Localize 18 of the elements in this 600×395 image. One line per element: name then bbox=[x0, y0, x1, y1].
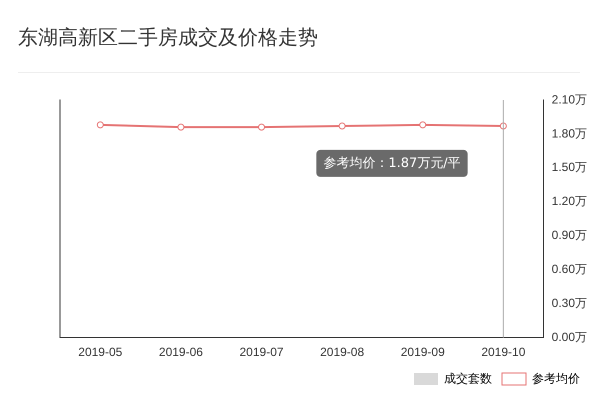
x-tick-label: 2019-10 bbox=[481, 345, 526, 360]
x-tick-label: 2019-05 bbox=[78, 345, 123, 360]
y2-tick-label: 1.50万 bbox=[552, 160, 588, 174]
legend-label: 参考均价 bbox=[532, 371, 580, 386]
legend-label: 成交套数 bbox=[444, 371, 492, 386]
x-tick-label: 2019-09 bbox=[400, 345, 446, 360]
x-tick-label: 2019-06 bbox=[158, 345, 204, 360]
y2-tick-label: 1.80万 bbox=[552, 126, 588, 140]
x-tick-label: 2019-07 bbox=[239, 345, 284, 360]
y2-tick-label: 0.60万 bbox=[552, 262, 588, 276]
y2-tick-label: 1.20万 bbox=[552, 194, 588, 208]
y2-tick-label: 0.90万 bbox=[552, 228, 588, 242]
y2-tick-label: 0.00万 bbox=[552, 330, 588, 344]
x-tick-label: 2019-08 bbox=[320, 345, 364, 360]
y2-tick-label: 0.30万 bbox=[552, 296, 588, 310]
y2-tick-label: 2.10万 bbox=[552, 92, 588, 106]
annotation: 参考均价：1.87万元/平 bbox=[323, 156, 461, 171]
chart-title: 东湖高新区二手房成交及价格走势 bbox=[18, 24, 318, 51]
